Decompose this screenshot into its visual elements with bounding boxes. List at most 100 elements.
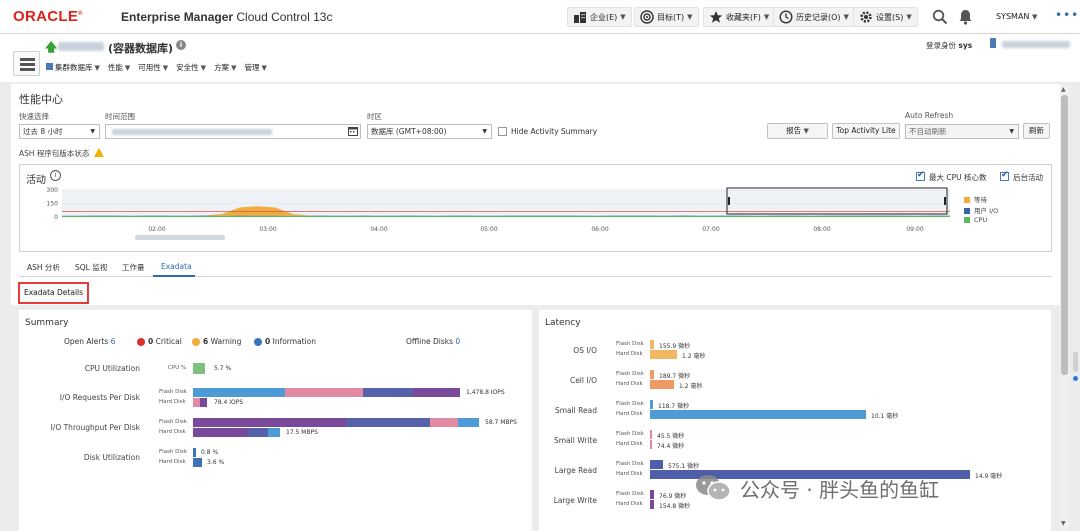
oracle-logo[interactable]: ORACLE® [13, 8, 83, 25]
latency-flash-bar[interactable] [650, 370, 654, 379]
io-tp-flash-bar[interactable] [458, 418, 479, 427]
nav-targets-menu[interactable]: 目标(T) ▼ [634, 7, 699, 27]
top-activity-lite-button[interactable]: Top Activity Lite [832, 123, 900, 139]
chevron-down-icon: ▼ [803, 127, 809, 135]
chevron-down-icon: ▼ [906, 13, 912, 21]
time-range-field[interactable] [105, 124, 361, 139]
latency-hard-bar[interactable] [650, 440, 652, 449]
flash-disk-label: Flash Disk [616, 401, 644, 407]
latency-row-label: OS I/O [573, 346, 597, 355]
chevron-down-icon: ▼ [94, 64, 100, 72]
latency-hard-bar[interactable] [650, 500, 654, 509]
more-options-icon[interactable]: ••• [1055, 8, 1080, 22]
io-req-flash-bar[interactable] [193, 388, 285, 397]
warning-alerts[interactable]: 6 Warning [192, 337, 241, 346]
cpu-bar[interactable] [193, 363, 205, 374]
tab-exadata[interactable]: Exadata [161, 262, 192, 271]
disk-flash-bar[interactable] [193, 448, 196, 457]
io-tp-flash-bar[interactable] [346, 418, 430, 427]
info-icon[interactable]: i [176, 40, 186, 50]
user-menu[interactable]: SYSMAN ▼ [996, 12, 1037, 21]
latency-flash-bar[interactable] [650, 430, 652, 439]
search-icon[interactable] [932, 9, 948, 27]
menu-schema[interactable]: 方案 ▼ [214, 63, 237, 72]
tab-ash-analytics[interactable]: ASH 分析 [27, 263, 60, 272]
information-alerts[interactable]: 0 Information [254, 337, 316, 346]
io-req-flash-bar[interactable] [285, 388, 363, 397]
critical-alerts[interactable]: 0 Critical [137, 337, 182, 346]
latency-flash-bar[interactable] [650, 400, 653, 409]
timezone-label: 时区 [367, 112, 382, 121]
legend-swatch [964, 217, 970, 223]
nav-setup-menu[interactable]: 设置(S) ▼ [853, 7, 918, 27]
nav-history-menu[interactable]: 历史记录(O) ▼ [773, 7, 855, 27]
io-tp-hard-bar[interactable] [268, 428, 280, 437]
wechat-watermark: 公众号 · 胖头鱼的鱼缸 [694, 473, 939, 503]
latency-flash-value: 76.9 微秒 [659, 493, 687, 500]
io-req-flash-bar[interactable] [363, 388, 413, 397]
activity-chart[interactable]: 0 150 300 02:00 03:00 04:00 05:00 06:00 07:00 08:… [20, 184, 1050, 246]
menu-cluster-database[interactable]: 集群数据库 ▼ [46, 62, 100, 73]
latency-flash-bar[interactable] [650, 490, 654, 499]
legend-swatch [964, 197, 970, 203]
auto-refresh-dropdown[interactable]: 不自动刷新 ▼ [905, 124, 1019, 139]
open-alerts-count[interactable]: 6 [110, 337, 116, 346]
notification-bell-icon[interactable] [958, 9, 973, 27]
chart-x-tick-label: 04:00 [370, 226, 387, 233]
latency-hard-bar[interactable] [650, 470, 970, 479]
latency-hard-value: 74.4 微秒 [657, 443, 685, 450]
menu-security[interactable]: 安全性 ▼ [176, 63, 207, 72]
cpu-pct-label: CPU % [168, 365, 187, 371]
max-cpu-checkbox[interactable] [916, 170, 925, 181]
scroll-up-icon[interactable]: ▲ [1061, 86, 1066, 93]
flash-disk-label: Flash Disk [616, 431, 644, 437]
refresh-button[interactable]: 刷新 [1023, 123, 1050, 139]
side-scroll-indicator[interactable] [1073, 352, 1078, 372]
io-tp-hard-bar[interactable] [193, 428, 248, 437]
latency-hard-bar[interactable] [650, 410, 866, 419]
target-navigation-icon[interactable] [13, 51, 40, 76]
latency-row-label: Small Write [553, 436, 597, 445]
timezone-dropdown[interactable]: 数据库 (GMT+08:00) ▼ [367, 124, 492, 139]
report-button[interactable]: 报告 ▼ [767, 123, 828, 139]
nav-favorites-label: 收藏夹(F) [726, 12, 761, 22]
io-tp-flash-bar[interactable] [430, 418, 458, 427]
activity-title: 活动 [26, 175, 46, 186]
critical-icon [137, 338, 145, 346]
warning-icon[interactable] [94, 148, 104, 157]
chevron-down-icon: ▼ [200, 64, 207, 72]
menu-performance[interactable]: 性能 ▼ [107, 63, 131, 72]
exadata-details-button[interactable]: Exadata Details [18, 282, 89, 304]
menu-availability[interactable]: 可用性 ▼ [138, 63, 169, 72]
enterprise-icon [573, 10, 587, 24]
info-icon[interactable]: i [50, 170, 61, 181]
scroll-down-icon[interactable]: ▼ [1061, 520, 1066, 527]
latency-hard-value: 1.2 毫秒 [682, 353, 706, 360]
nav-favorites-menu[interactable]: 收藏夹(F) ▼ [703, 7, 776, 27]
tab-sql-monitoring[interactable]: SQL 监视 [75, 263, 108, 272]
chart-x-tick-label: 09:00 [906, 226, 923, 233]
disk-hard-bar[interactable] [193, 458, 202, 467]
side-scroll-dot[interactable] [1073, 376, 1078, 381]
latency-panel [539, 310, 1051, 531]
latency-flash-bar[interactable] [650, 460, 663, 469]
chevron-down-icon: ▼ [1009, 128, 1014, 135]
tab-workload[interactable]: 工作量 [122, 263, 145, 272]
nav-enterprise-menu[interactable]: 企业(E) ▼ [567, 7, 632, 27]
io-tp-hard-bar[interactable] [248, 428, 268, 437]
io-req-hard-bar[interactable] [193, 398, 200, 407]
scrollbar-thumb[interactable] [1061, 95, 1068, 375]
hide-summary-checkbox[interactable] [498, 127, 507, 136]
io-req-flash-bar[interactable] [413, 388, 460, 397]
calendar-icon[interactable] [348, 126, 358, 138]
io-tp-flash-bar[interactable] [193, 418, 346, 427]
io-req-hard-bar[interactable] [200, 398, 207, 407]
menu-administration[interactable]: 管理 ▼ [244, 63, 267, 72]
latency-hard-bar[interactable] [650, 350, 677, 359]
database-icon [46, 63, 53, 70]
latency-hard-bar[interactable] [650, 380, 674, 389]
background-activity-checkbox[interactable] [1000, 170, 1009, 181]
offline-disks-count[interactable]: 0 [455, 337, 461, 346]
quick-select-dropdown[interactable]: 过去 8 小时 ▼ [19, 124, 100, 139]
latency-flash-bar[interactable] [650, 340, 654, 349]
